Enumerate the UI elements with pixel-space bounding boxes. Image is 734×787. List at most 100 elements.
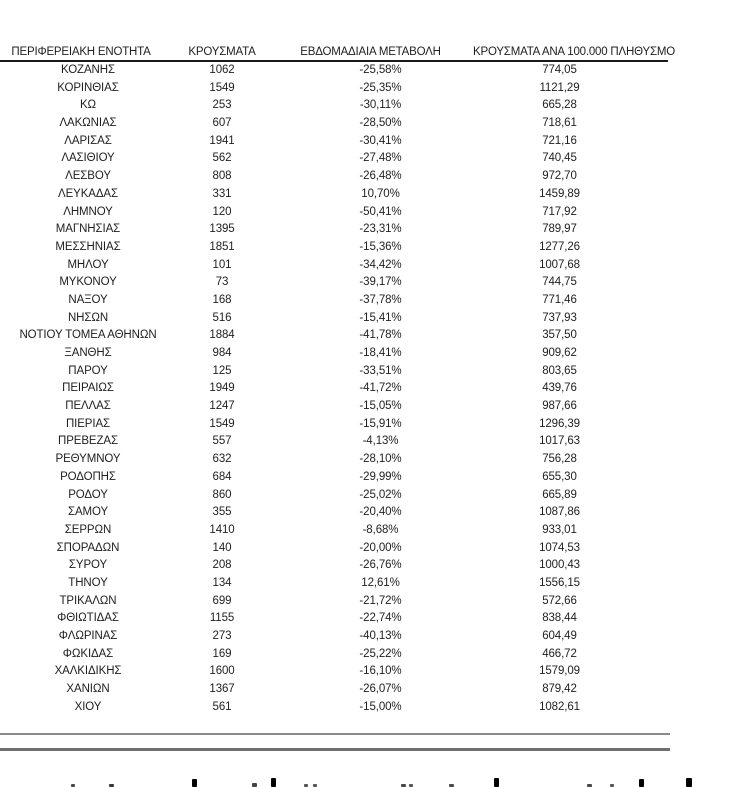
cases-value: 355 (212, 506, 232, 519)
region-name: ΠΕΛΛΑΣ (65, 400, 111, 413)
per-100k-value: 1074,53 (539, 541, 580, 554)
per-100k-value: 1082,61 (539, 700, 580, 713)
per-100k-value: 665,89 (542, 488, 577, 501)
table-row: ΠΕΙΡΑΙΩΣ 1949 -41,72% 439,76 (0, 380, 668, 398)
weekly-change-value: -26,07% (359, 683, 402, 696)
per-100k-value: 737,93 (542, 311, 577, 324)
table-row: ΚΟΖΑΝΗΣ 1062 -25,58% 774,05 (0, 62, 668, 80)
region-name: ΚΟΖΑΝΗΣ (61, 64, 115, 76)
weekly-change-value: -8,68% (362, 523, 399, 536)
cases-value: 516 (212, 311, 232, 324)
letter-top-fragment (409, 784, 413, 787)
letter-top-fragment (610, 784, 614, 787)
per-100k-value: 987,66 (542, 400, 577, 413)
region-name: ΧΑΝΙΩΝ (66, 683, 110, 696)
cases-value: 208 (212, 559, 232, 572)
region-name: ΡΕΘΥΜΝΟΥ (55, 453, 121, 466)
region-name: ΜΕΣΣΗΝΙΑΣ (55, 240, 121, 253)
table-header-row: ΠΕΡΙΦΕΡΕΙΑΚΗ ΕΝΟΤΗΤΑ ΚΡΟΥΣΜΑΤΑ ΕΒΔΟΜΑΔΙΑ… (0, 44, 675, 62)
table-row: ΛΕΣΒΟΥ 808 -26,48% 972,70 (0, 168, 668, 186)
cases-value: 1247 (209, 400, 235, 413)
table-row: ΣΠΟΡΑΔΩΝ 140 -20,00% 1074,53 (0, 540, 668, 558)
weekly-change-value: -28,10% (359, 453, 402, 466)
table-row: ΛΑΚΩΝΙΑΣ 607 -28,50% 718,61 (0, 115, 668, 133)
region-name: ΛΑΣΙΘΙΟΥ (61, 152, 115, 165)
per-100k-value: 466,72 (542, 647, 577, 660)
per-100k-value: 1000,43 (539, 559, 580, 572)
cases-value: 1884 (209, 329, 235, 342)
region-name: ΤΗΝΟΥ (68, 576, 108, 589)
cases-value: 273 (212, 630, 232, 642)
per-100k-value: 740,45 (542, 152, 577, 165)
divider-line-bottom (0, 748, 670, 751)
letter-top-fragment (71, 784, 75, 787)
table-row: ΣΕΡΡΩΝ 1410 -8,68% 933,01 (0, 522, 668, 540)
cases-value: 699 (212, 594, 232, 607)
cases-value: 168 (212, 293, 232, 306)
letter-top-fragment (639, 779, 644, 787)
per-100k-value: 972,70 (542, 170, 577, 183)
per-100k-value: 909,62 (542, 347, 577, 359)
region-name: ΝΑΞΟΥ (68, 293, 108, 306)
region-name: ΝΗΣΩΝ (67, 311, 109, 324)
cases-value: 607 (212, 117, 232, 130)
weekly-change-value: -16,10% (359, 665, 402, 678)
cutoff-heading-fragments (0, 777, 734, 787)
per-100k-value: 1087,86 (539, 506, 580, 519)
weekly-change-value: -15,91% (359, 417, 402, 430)
weekly-change-value: -41,78% (359, 329, 402, 342)
cases-value: 1549 (209, 417, 235, 430)
cases-value: 120 (212, 205, 232, 218)
weekly-change-value: 12,61% (361, 576, 400, 589)
table-row: ΛΑΡΙΣΑΣ 1941 -30,41% 721,16 (0, 133, 668, 151)
letter-top-fragment (313, 784, 317, 787)
region-name: ΛΕΣΒΟΥ (65, 170, 111, 183)
region-name: ΜΗΛΟΥ (67, 258, 109, 271)
table-row: ΛΕΥΚΑΔΑΣ 331 10,70% 1459,89 (0, 186, 668, 204)
cases-value: 140 (212, 541, 232, 554)
table-row: ΣΑΜΟΥ 355 -20,40% 1087,86 (0, 504, 668, 522)
per-100k-value: 774,05 (542, 64, 577, 76)
per-100k-value: 718,61 (542, 117, 577, 130)
per-100k-value: 357,50 (542, 329, 577, 342)
table-row: ΚΟΡΙΝΘΙΑΣ 1549 -25,35% 1121,29 (0, 80, 668, 98)
letter-top-fragment (587, 784, 592, 787)
weekly-change-value: -26,48% (359, 170, 402, 183)
cases-value: 1395 (209, 223, 235, 236)
table-row: ΧΑΝΙΩΝ 1367 -26,07% 879,42 (0, 681, 668, 699)
cases-value: 1410 (209, 523, 235, 536)
table-row: ΠΑΡΟΥ 125 -33,51% 803,65 (0, 363, 668, 381)
per-100k-value: 604,49 (542, 630, 577, 642)
cases-value: 1155 (209, 612, 235, 625)
region-name: ΣΑΜΟΥ (67, 506, 109, 519)
table-row: ΣΥΡΟΥ 208 -26,76% 1000,43 (0, 557, 668, 575)
region-name: ΜΑΓΝΗΣΙΑΣ (55, 223, 121, 236)
cases-value: 632 (212, 453, 232, 466)
weekly-change-value: -50,41% (359, 205, 402, 218)
table-row: ΛΑΣΙΘΙΟΥ 562 -27,48% 740,45 (0, 150, 668, 168)
per-100k-value: 933,01 (542, 523, 577, 536)
per-100k-value: 655,30 (542, 470, 577, 483)
region-name: ΛΑΚΩΝΙΑΣ (59, 117, 117, 130)
region-name: ΣΥΡΟΥ (68, 559, 108, 572)
table-row: ΧΙΟΥ 561 -15,00% 1082,61 (0, 699, 668, 717)
weekly-change-value: -39,17% (359, 276, 402, 289)
table-row: ΦΘΙΩΤΙΔΑΣ 1155 -22,74% 838,44 (0, 610, 668, 628)
per-100k-value: 1556,15 (539, 576, 580, 589)
weekly-change-value: -21,72% (359, 594, 402, 607)
table-row: ΡΟΔΟΠΗΣ 684 -29,99% 655,30 (0, 469, 668, 487)
column-header-cases-per-100k: ΚΡΟΥΣΜΑΤΑ ΑΝΑ 100.000 ΠΛΗΘΥΣΜΟ (473, 46, 675, 58)
table-row: ΡΕΘΥΜΝΟΥ 632 -28,10% 756,28 (0, 451, 668, 469)
region-name: ΠΕΙΡΑΙΩΣ (62, 382, 114, 395)
cases-value: 331 (212, 187, 232, 200)
per-100k-value: 1007,68 (539, 258, 580, 271)
weekly-change-value: -15,05% (359, 400, 402, 413)
cases-value: 1851 (209, 240, 235, 253)
region-name: ΣΕΡΡΩΝ (64, 523, 112, 536)
weekly-change-value: -23,31% (359, 223, 402, 236)
per-100k-value: 665,28 (542, 99, 577, 112)
column-header-regional-unit: ΠΕΡΙΦΕΡΕΙΑΚΗ ΕΝΟΤΗΤΑ (11, 46, 151, 58)
region-name: ΤΡΙΚΑΛΩΝ (59, 594, 117, 607)
region-name: ΛΑΡΙΣΑΣ (64, 134, 112, 147)
